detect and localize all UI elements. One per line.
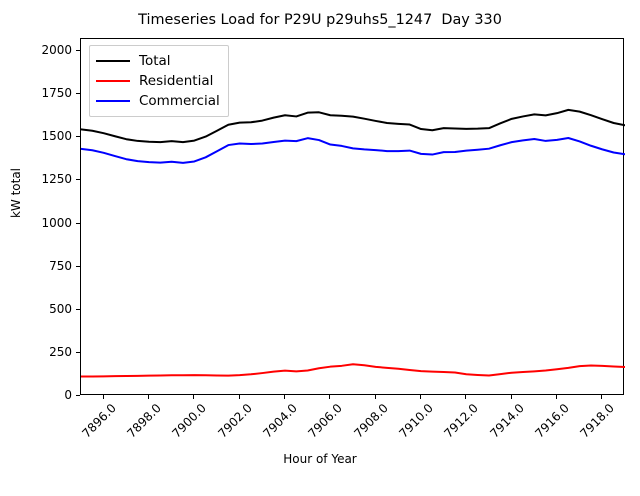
y-tick-mark (76, 308, 80, 310)
y-tick-label: 1500 (41, 129, 72, 144)
legend-color-swatch (96, 100, 130, 102)
y-tick-label: 1750 (41, 86, 72, 101)
y-tick-mark (76, 136, 80, 138)
x-tick-label: 7918.0 (577, 401, 618, 441)
x-tick-mark (102, 395, 104, 399)
x-tick-mark (148, 395, 149, 399)
x-tick-mark (374, 395, 376, 399)
x-tick-label: 7914.0 (486, 401, 527, 441)
x-tick-mark (193, 395, 195, 399)
series-line-total (81, 108, 625, 144)
legend-entry: Residential (96, 71, 220, 91)
x-axis-label: Hour of Year (283, 452, 357, 466)
x-tick-label: 7902.0 (214, 401, 255, 441)
legend-entry: Total (96, 51, 220, 71)
y-tick-mark (76, 395, 80, 396)
x-tick-label: 7912.0 (441, 401, 482, 441)
plot-area (80, 38, 625, 395)
legend-color-swatch (96, 80, 130, 82)
y-tick-mark (76, 222, 80, 224)
y-tick-label: 250 (49, 344, 72, 359)
y-tick-label: 2000 (41, 43, 72, 58)
legend-label: Residential (139, 73, 214, 89)
y-tick-label: 1250 (41, 172, 72, 187)
y-tick-label: 500 (49, 301, 72, 316)
series-lines (81, 108, 625, 378)
x-tick-label: 7900.0 (169, 401, 210, 441)
y-axis-tick-labels: 0 250 500 750 1000 1250 1500 1750 2000 (0, 0, 72, 480)
x-tick-mark (420, 395, 421, 399)
x-tick-mark (510, 395, 512, 399)
y-tick-label: 1000 (41, 215, 72, 230)
series-line-residential (81, 363, 625, 378)
matplotlib-figure: Timeseries Load for P29U p29uhs5_1247 Da… (0, 0, 625, 480)
series-line-commercial (81, 136, 625, 164)
legend-entry: Commercial (96, 91, 220, 111)
y-tick-mark (76, 93, 80, 95)
x-tick-mark (329, 395, 331, 399)
x-tick-mark (601, 395, 603, 399)
legend-color-swatch (96, 60, 130, 62)
legend-label: Total (139, 53, 171, 69)
chart-title: Timeseries Load for P29U p29uhs5_1247 Da… (138, 12, 502, 28)
y-tick-mark (76, 351, 80, 353)
y-tick-label: 0 (64, 388, 72, 402)
chart-legend: Total Residential Commercial (89, 45, 229, 117)
x-tick-mark (465, 395, 467, 399)
y-tick-label: 750 (49, 258, 72, 273)
x-tick-mark (284, 395, 285, 399)
x-tick-label: 7906.0 (305, 401, 346, 441)
x-tick-mark (556, 395, 557, 399)
x-tick-mark (238, 395, 240, 399)
y-tick-mark (76, 179, 80, 181)
y-tick-mark (76, 50, 80, 52)
legend-label: Commercial (139, 93, 220, 109)
x-tick-label: 7908.0 (350, 401, 391, 441)
y-tick-mark (76, 265, 80, 267)
